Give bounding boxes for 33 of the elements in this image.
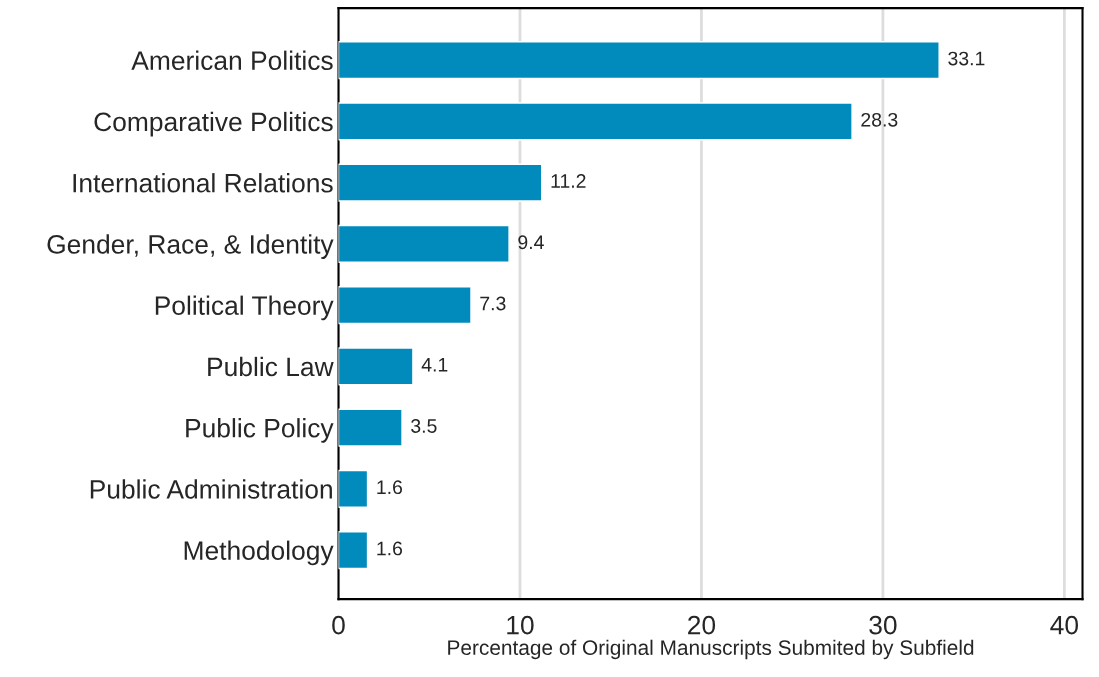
x-axis-title: Percentage of Original Manuscripts Submited by Subfield [448,639,974,660]
x-tick-label: 10 [507,615,534,635]
y-tick-label: Public Administration [90,479,332,499]
y-tick-label: Public Policy [186,418,334,443]
bar [338,408,403,447]
data-label: 11.2 [551,174,586,188]
bar [338,224,510,263]
y-tick-label: Political Theory [155,295,334,321]
data-label: 1.6 [377,480,403,495]
data-label: 33.1 [948,51,985,66]
y-tick-label: Comparative Politics [94,111,333,137]
data-label: 28.3 [861,112,898,127]
data-label: 3.5 [411,419,437,433]
data-label: 9.4 [518,235,544,250]
y-tick-label: Public Law [208,356,334,377]
bar [338,286,472,325]
y-tick-label: American Politics [131,50,333,70]
x-tick-label: 40 [1050,615,1079,635]
data-label: 1.6 [377,541,403,556]
x-tick-label: 30 [869,615,897,635]
y-tick-label: International Relations [73,173,333,193]
bar [338,531,369,570]
data-label: 7.3 [480,296,506,311]
y-tick-label: Gender, Race, & Identity [47,234,334,259]
bar [338,102,853,141]
y-tick-label: Methodology [184,540,334,566]
bar [338,347,414,386]
bar [338,163,543,202]
x-tick-label: 0 [332,615,345,635]
bar [338,41,940,80]
data-label: 4.1 [421,358,448,372]
bar [338,469,369,508]
x-tick-label: 20 [688,615,716,635]
